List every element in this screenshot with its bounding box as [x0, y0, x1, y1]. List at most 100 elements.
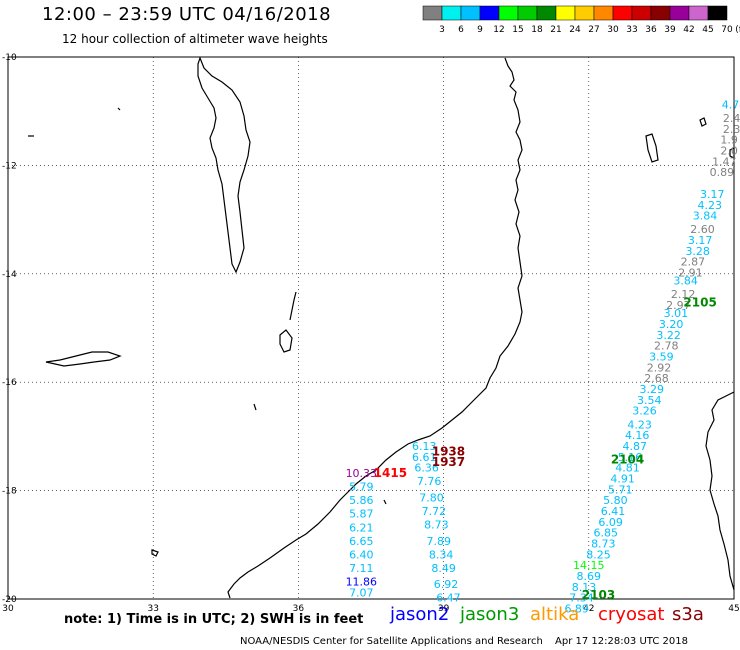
swh-reading: 5.79: [349, 481, 374, 494]
swh-reading: 7.89: [427, 535, 452, 548]
swh-reading: 4.23: [627, 418, 652, 431]
swh-reading: 3.17: [700, 188, 725, 201]
island-small: [253, 403, 257, 411]
swh-reading: 6.47: [436, 592, 461, 605]
swh-reading: 3.17: [688, 234, 713, 247]
swh-reading: 8.73: [424, 519, 449, 532]
color-scale-label: 70: [721, 25, 733, 35]
lon-tick-label: 45: [728, 604, 739, 614]
swh-reading: 3.22: [656, 329, 681, 342]
lake-malawi: [197, 56, 251, 274]
swh-reading: 7.72: [422, 505, 447, 518]
lon-tick-label: 36: [293, 604, 305, 614]
satellite-jason3: jason3: [460, 604, 520, 625]
swh-reading: 7.80: [419, 491, 444, 504]
swh-reading: 6.61: [412, 451, 437, 464]
satellite-cryosat: cryosat: [598, 604, 665, 625]
swh-reading: 2.68: [644, 372, 669, 385]
lake-chilwa: [279, 329, 293, 353]
color-scale-label: 30: [607, 25, 619, 35]
swh-reading: 3.84: [673, 275, 698, 288]
satellite-altika: altika: [530, 604, 580, 625]
footer-credit: NOAA/NESDIS Center for Satellite Applica…: [240, 636, 543, 647]
swh-reading: 3.29: [639, 383, 664, 396]
swh-reading: 8.69: [577, 570, 602, 583]
swh-reading: 0.89: [710, 166, 735, 179]
lon-tick-label: 42: [583, 604, 594, 614]
lon-tick-label: 39: [438, 604, 450, 614]
island-small: [151, 549, 159, 557]
lon-tick-label: 30: [2, 604, 14, 614]
island-anjouan: [729, 147, 735, 159]
swh-reading: 14.15: [573, 559, 605, 572]
swh-reading: 8.34: [429, 548, 454, 561]
coastline: [28, 56, 735, 599]
shire-river: [289, 291, 297, 321]
color-scale-label: 39: [664, 25, 676, 35]
island-moheli: [699, 117, 707, 127]
color-scale-label: 27: [588, 25, 599, 35]
swh-reading: 4.23: [698, 199, 723, 212]
swh-reading: 6.89: [564, 603, 589, 616]
coastline-mozambique: [227, 57, 523, 599]
swh-reading: 2.60: [690, 223, 715, 236]
lat-tick-label: -14: [2, 270, 17, 280]
swh-reading: 3.01: [664, 307, 689, 320]
color-scale-swatch: [707, 5, 728, 21]
swh-reading: 1.47: [712, 155, 737, 168]
lat-tick-label: -10: [2, 53, 17, 63]
graticule-grid: 30 33 36 39 42 45 -10 -12 -14 -16 -18 -20: [2, 53, 740, 614]
swh-reading: 8.25: [586, 548, 611, 561]
swh-reading: 3.84: [693, 210, 718, 223]
swh-reading: 3.54: [637, 394, 662, 407]
footer-timestamp: Apr 17 12:28:03 UTC 2018: [555, 636, 688, 647]
pass-time-label: 2105: [683, 295, 716, 309]
map-subtitle: 12 hour collection of altimeter wave hei…: [62, 32, 328, 46]
color-scale-label: 3: [439, 25, 445, 35]
pass-time-label: 1937: [432, 455, 465, 469]
swh-reading: 11.86: [346, 575, 378, 588]
lake-kariba: [45, 351, 122, 367]
swh-reading: 3.20: [659, 318, 684, 331]
swh-reading: 1.9: [720, 134, 738, 147]
swh-reading: 2.3: [723, 123, 740, 136]
lat-tick-label: -12: [2, 161, 17, 171]
swh-reading: 2.12: [671, 288, 696, 301]
swh-reading: 7.76: [417, 475, 442, 488]
swh-reading: 6.41: [601, 505, 626, 518]
color-scale-label: 9: [477, 25, 483, 35]
units-note: note: 1) Time is in UTC; 2) SWH is in fe…: [64, 612, 364, 627]
swh-reading: 6.13: [412, 440, 437, 453]
swh-reading: 4.81: [615, 462, 640, 475]
pass-time-label: 1415: [374, 466, 407, 480]
swh-reading: 6.21: [349, 521, 374, 534]
swh-reading: 2.0: [720, 145, 738, 158]
color-scale-label: 45: [702, 25, 713, 35]
swh-reading: 5.87: [349, 508, 374, 521]
swh-reading: 4.91: [610, 472, 635, 485]
swh-reading: 2.78: [654, 340, 679, 353]
pass-time-label: 1938: [432, 444, 465, 458]
swh-reading: 2.97: [666, 299, 691, 312]
swh-reading: 6.92: [434, 578, 459, 591]
swh-reading: 7.34: [569, 592, 594, 605]
swh-reading: 6.40: [349, 548, 374, 561]
swh-reading: 5.71: [608, 483, 633, 496]
swh-reading: 7.11: [349, 562, 374, 575]
swh-reading: 3.59: [649, 351, 674, 364]
color-scale-label: 24: [569, 25, 581, 35]
swh-reading: 2.4: [723, 112, 740, 125]
color-scale-label: (ft): [735, 25, 740, 35]
swh-reading: 10.33: [346, 467, 378, 480]
lat-tick-label: -20: [2, 595, 17, 605]
swh-reading: 6.09: [598, 516, 623, 529]
swh-reading: 2.87: [681, 256, 706, 269]
color-scale-label: 15: [512, 25, 523, 35]
swh-reading: 8.49: [431, 562, 456, 575]
island-small: [117, 107, 121, 111]
map-title: 12:00 – 23:59 UTC 04/16/2018: [42, 4, 332, 25]
swh-reading: 8.13: [572, 581, 597, 594]
color-scale-label: 12: [493, 25, 504, 35]
